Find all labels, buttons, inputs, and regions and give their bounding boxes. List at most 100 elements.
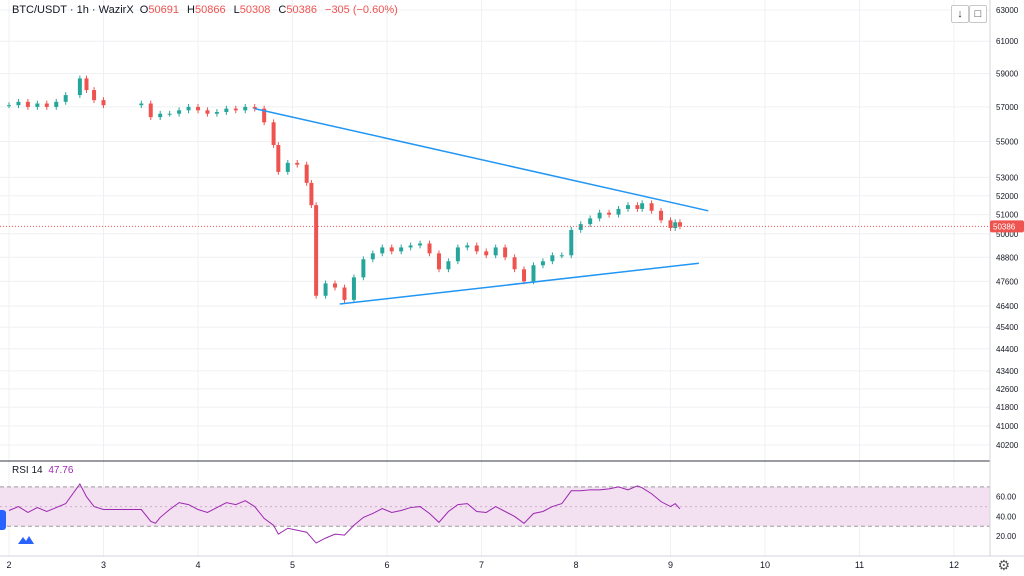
candle-body [455, 247, 460, 262]
time-tick-label: 2 [6, 560, 11, 570]
candle-body [271, 122, 276, 146]
candle-body [408, 245, 413, 248]
rsi-label[interactable]: RSI 14 [12, 465, 43, 476]
candle-body [512, 257, 517, 270]
candle-body [559, 255, 564, 257]
price-tick-label: 41800 [996, 403, 1019, 412]
price-axis[interactable]: 63000 61000 59000 57000 55000 53000 52000 51000… [996, 6, 1019, 450]
candle-body [588, 218, 593, 225]
candle-body [649, 203, 654, 211]
price-tick-label: 57000 [996, 103, 1019, 112]
trendline [339, 262, 699, 305]
rsi-tick-label: 40.00 [996, 512, 1017, 521]
price-tick-label: 44400 [996, 345, 1019, 354]
candle-body [205, 110, 210, 114]
time-tick-label: 6 [384, 560, 389, 570]
candle-body [616, 208, 621, 215]
candle-body [531, 265, 536, 282]
candle-body [569, 229, 574, 256]
low-value: 50308 [239, 4, 271, 16]
price-tick-label: 51000 [996, 211, 1019, 220]
time-tick-label: 8 [573, 560, 578, 570]
exchange: WazirX [98, 4, 134, 16]
price-tick-label: 45400 [996, 323, 1019, 332]
price-tick-label: 59000 [996, 70, 1019, 79]
candle-body [351, 277, 356, 300]
price-tick-label: 50000 [996, 230, 1019, 239]
time-tick-label: 11 [855, 560, 864, 570]
candle-body [84, 78, 89, 91]
price-tick-label: 63000 [996, 6, 1019, 15]
candle-body [446, 261, 451, 270]
candle-body [370, 253, 375, 260]
candle-body [16, 101, 21, 106]
candle-body [54, 101, 59, 107]
candle-body [214, 112, 219, 114]
candle-body [309, 182, 314, 206]
candles [7, 75, 682, 303]
candle-body [233, 108, 238, 111]
candle-body [436, 253, 441, 270]
rsi-legend: RSI 14 47.76 [12, 465, 73, 476]
price-tick-label: 61000 [996, 37, 1019, 46]
price-tick-label: 53000 [996, 173, 1019, 182]
candle-body [276, 145, 281, 172]
price-tick-label: 40200 [996, 441, 1019, 450]
candle-body [167, 113, 172, 115]
candle-body [304, 164, 309, 183]
collapse-handle[interactable] [0, 510, 6, 530]
candle-body [659, 210, 664, 221]
trendline [254, 107, 709, 212]
candle-body [380, 247, 385, 254]
rsi-axis[interactable]: 60.00 40.00 20.00 [996, 493, 1017, 541]
candle-body [252, 106, 257, 109]
last-price-text: 50386 [993, 222, 1016, 231]
arrow-down-icon[interactable]: ↓ [951, 5, 969, 23]
price-tick-label: 48800 [996, 253, 1019, 262]
high-label: H [187, 4, 195, 16]
candle-body [262, 108, 267, 123]
candle-body [625, 205, 630, 209]
trendlines [254, 107, 709, 305]
grid-lines [0, 0, 990, 556]
time-axis[interactable]: 2 3 4 5 6 7 8 9 10 11 12 [6, 560, 959, 570]
candle-body [92, 90, 97, 101]
gear-icon[interactable]: ⚙ [997, 557, 1010, 573]
candle-body [635, 205, 640, 209]
candle-body [323, 283, 328, 296]
last-price-label: 50386 [990, 220, 1024, 233]
price-tick-label: 52000 [996, 192, 1019, 201]
price-tick-label: 55000 [996, 137, 1019, 146]
time-tick-label: 7 [479, 560, 484, 570]
tradingview-logo[interactable] [16, 533, 36, 546]
symbol[interactable]: BTC/USDT [12, 4, 67, 16]
candle-body [25, 101, 30, 107]
candle-body [177, 110, 182, 114]
open-label: O [139, 4, 149, 16]
candle-body [484, 251, 489, 256]
candle-body [7, 105, 11, 107]
candle-body [333, 283, 338, 288]
candle-body [342, 287, 347, 300]
close-label: C [278, 4, 287, 16]
candle-body [597, 212, 602, 219]
candle-body [493, 247, 498, 256]
rsi-line [8, 482, 681, 544]
rsi-value: 47.76 [48, 465, 74, 476]
candle-body [668, 220, 673, 228]
candle-body [399, 247, 404, 252]
close-value: 50386 [286, 4, 317, 16]
candle-body [285, 162, 290, 172]
candle-body [224, 108, 229, 113]
maximize-icon[interactable]: □ [969, 5, 987, 23]
candle-body [578, 224, 583, 230]
candle-body [158, 113, 163, 118]
symbol-legend: BTC/USDT · 1h · WazirX O50691 H50866 L50… [12, 4, 398, 16]
time-tick-label: 3 [101, 560, 106, 570]
price-tick-label: 46400 [996, 302, 1019, 311]
candle-body [503, 247, 508, 258]
interval[interactable]: 1h [76, 4, 89, 16]
candle-body [418, 243, 423, 246]
candle-body [35, 103, 40, 107]
